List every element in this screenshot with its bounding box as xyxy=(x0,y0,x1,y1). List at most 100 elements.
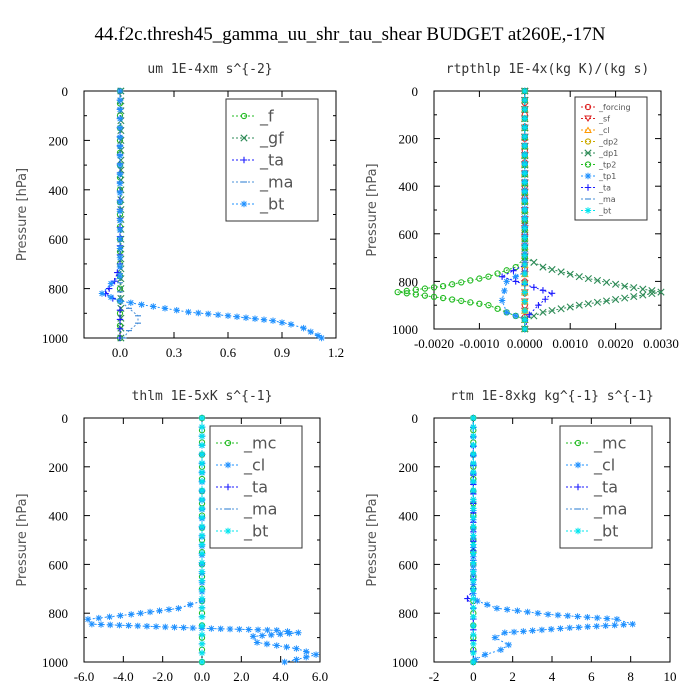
data-point xyxy=(470,631,477,639)
x-tick-label: 1.2 xyxy=(328,345,344,360)
data-point xyxy=(497,646,505,653)
y-tick-label: 200 xyxy=(49,460,69,475)
data-point xyxy=(575,301,583,309)
data-point xyxy=(538,626,546,634)
data-point xyxy=(612,295,620,304)
legend-label: _dp1 xyxy=(598,149,618,158)
data-point xyxy=(557,305,565,313)
data-point xyxy=(117,285,125,293)
data-point xyxy=(512,278,519,285)
data-point xyxy=(198,658,206,666)
data-point xyxy=(116,226,124,234)
data-point xyxy=(470,649,477,657)
data-point xyxy=(470,541,477,548)
data-point xyxy=(116,254,124,261)
y-tick-label: 1000 xyxy=(392,655,418,670)
data-point xyxy=(198,604,206,611)
series-bt xyxy=(98,87,325,342)
data-point xyxy=(470,562,477,570)
data-point xyxy=(521,106,528,113)
panel-1: um 1E-4xm s^{-2} 0 200 400 600 800 1000 0.0 0.3 0… xyxy=(15,62,344,360)
legend-label: _ta xyxy=(593,478,618,498)
data-point xyxy=(514,607,521,614)
data-point xyxy=(162,623,169,631)
y-axis-label: Pressure [hPa] xyxy=(365,493,380,586)
data-point xyxy=(521,289,528,296)
data-point xyxy=(303,648,310,655)
data-point xyxy=(510,267,517,274)
y-tick-label: 1000 xyxy=(42,655,68,670)
x-tick-label: -4.0 xyxy=(113,669,134,684)
data-point xyxy=(542,296,549,303)
data-point xyxy=(198,640,206,648)
data-point xyxy=(295,629,302,636)
data-point xyxy=(242,314,250,321)
legend-marker xyxy=(584,207,592,214)
data-point xyxy=(630,284,638,292)
data-point xyxy=(187,601,194,608)
data-point xyxy=(116,134,124,141)
data-point xyxy=(233,313,241,320)
legend-marker xyxy=(584,126,592,133)
data-point xyxy=(98,290,106,297)
data-point xyxy=(277,630,284,638)
data-point xyxy=(464,595,471,602)
data-point xyxy=(117,324,125,332)
x-tick-label: 6 xyxy=(588,669,595,684)
data-point xyxy=(530,258,538,266)
legend-label: _ma xyxy=(593,500,627,520)
data-point xyxy=(116,161,124,169)
data-point xyxy=(470,423,477,431)
legend-label: _tp1 xyxy=(598,172,616,181)
data-point xyxy=(529,627,536,634)
data-point xyxy=(476,300,483,307)
legend-label: _bt xyxy=(243,522,268,542)
data-point xyxy=(470,550,477,557)
data-point xyxy=(521,234,528,241)
data-point xyxy=(521,280,528,287)
legend: _f_gf_ta_ma_bt xyxy=(225,98,319,222)
data-point xyxy=(458,297,465,305)
data-point xyxy=(521,197,528,205)
data-point xyxy=(264,626,271,634)
data-point xyxy=(439,294,447,302)
data-point xyxy=(146,608,154,616)
y-tick-label: 1000 xyxy=(42,331,68,346)
data-point xyxy=(564,612,571,620)
legend-box xyxy=(209,425,303,549)
legend-marker xyxy=(574,461,582,469)
legend-marker xyxy=(584,115,592,122)
y-tick-label: 400 xyxy=(49,183,69,198)
y-axis-label: Pressure [hPa] xyxy=(15,168,30,261)
data-point xyxy=(198,622,206,630)
x-tick-label: 0.0020 xyxy=(598,336,634,351)
data-point xyxy=(312,651,320,658)
data-point xyxy=(476,275,483,282)
x-tick-label: 4.0 xyxy=(273,669,289,684)
y-axis-label: Pressure [hPa] xyxy=(365,163,380,256)
data-point xyxy=(175,605,182,612)
legend-marker xyxy=(584,149,592,157)
data-point xyxy=(575,273,583,281)
data-point xyxy=(503,309,510,316)
data-point xyxy=(253,639,261,646)
data-point xyxy=(217,625,224,633)
data-point xyxy=(621,294,629,302)
data-point xyxy=(137,610,144,617)
data-point xyxy=(185,308,192,316)
data-point xyxy=(116,189,124,197)
data-point xyxy=(161,305,169,312)
data-point xyxy=(639,285,647,293)
data-point xyxy=(138,301,145,308)
y-tick-label: 600 xyxy=(399,227,419,242)
data-point xyxy=(205,310,212,318)
data-point xyxy=(539,263,547,271)
figure-title: 44.f2c.thresh45_gamma_uu_shr_tau_shear B… xyxy=(95,24,606,45)
data-point xyxy=(273,627,280,634)
series-bt xyxy=(521,87,528,333)
legend-marker xyxy=(584,138,592,145)
data-point xyxy=(116,273,124,280)
data-point xyxy=(470,568,477,575)
data-point xyxy=(584,300,592,308)
